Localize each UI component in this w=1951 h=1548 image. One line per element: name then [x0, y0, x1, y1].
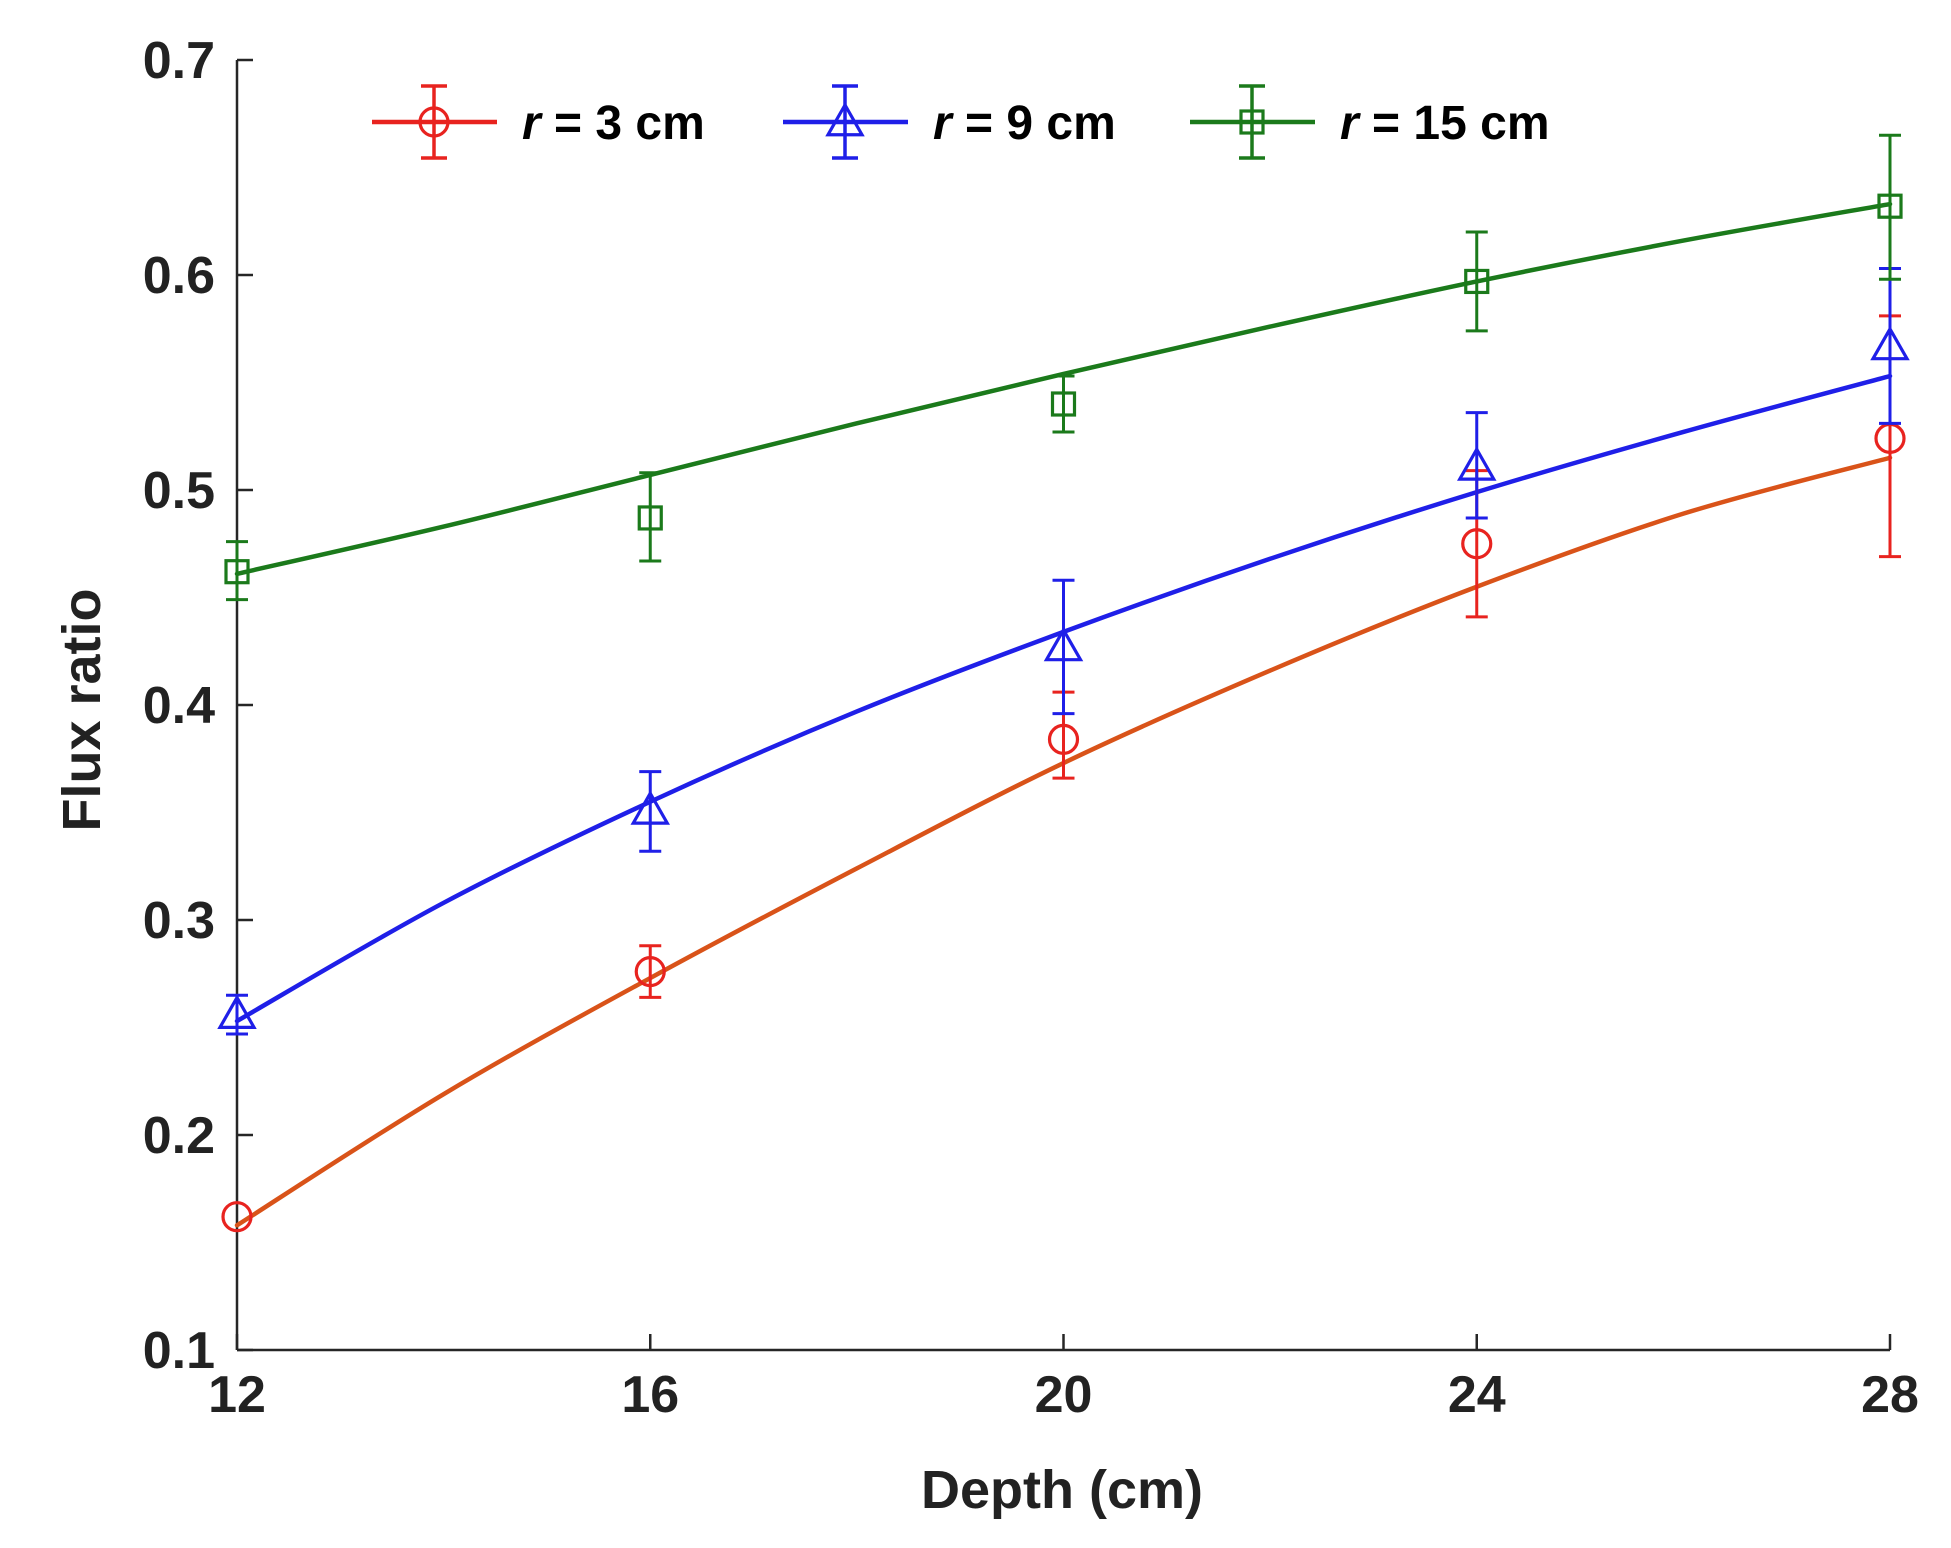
legend-triangle-marker — [825, 101, 865, 137]
triangle-marker — [1456, 446, 1497, 481]
square-marker — [1050, 391, 1077, 417]
y-axis-label: Flux ratio — [52, 588, 112, 831]
legend-variable: r — [1340, 97, 1361, 150]
triangle-marker — [217, 994, 257, 1029]
fit-curves — [234, 201, 1893, 1228]
legend-label: r = 15 cm — [1340, 97, 1550, 150]
data-point-series-3 — [1877, 133, 1903, 281]
x-tick-label: 28 — [1861, 1366, 1919, 1424]
y-tick-label: 0.1 — [143, 1322, 215, 1380]
y-tick-label: 0.5 — [143, 462, 215, 520]
fit-curve-series-2 — [234, 373, 1893, 1024]
y-tick-label: 0.6 — [143, 247, 215, 305]
legend-entry-series-3: r = 15 cm — [1190, 84, 1550, 160]
legend-variable: r — [522, 97, 543, 150]
legend-variable: r — [933, 97, 954, 150]
fit-curve-series-3 — [234, 201, 1893, 577]
x-tick-label: 16 — [621, 1366, 679, 1424]
legend-circle-marker — [418, 106, 450, 138]
circle-marker — [634, 955, 666, 988]
triangle-marker — [1870, 325, 1910, 361]
x-tick-label: 12 — [208, 1366, 266, 1424]
legend-value: = 9 cm — [952, 97, 1116, 150]
legend-label: r = 9 cm — [933, 97, 1116, 150]
y-tick-label: 0.2 — [143, 1107, 215, 1165]
triangle-marker — [630, 790, 671, 825]
circle-marker — [1047, 723, 1080, 756]
circle-marker — [1461, 528, 1493, 560]
data-point-series-2 — [1870, 267, 1910, 425]
data-point-series-2 — [217, 993, 257, 1036]
square-marker — [1464, 268, 1490, 295]
data-point-series-3 — [1050, 374, 1077, 434]
legend-label: r = 3 cm — [522, 97, 705, 150]
data-point-series-1 — [634, 944, 666, 999]
data-points — [217, 133, 1910, 1233]
legend-value: = 15 cm — [1359, 97, 1550, 150]
x-axis-label: Depth (cm) — [921, 1460, 1203, 1520]
legend-entry-series-2: r = 9 cm — [783, 84, 1116, 160]
data-point-series-1 — [221, 1201, 253, 1233]
y-tick-label: 0.7 — [143, 32, 215, 90]
circle-marker — [221, 1201, 253, 1233]
data-point-series-2 — [1456, 411, 1497, 520]
axes: 12 16 20 24 28 0.1 0.2 0.3 0.4 0.5 0.6 0.7 — [143, 32, 1919, 1424]
y-tick-label: 0.4 — [143, 677, 215, 735]
y-tick-label: 0.3 — [143, 892, 215, 950]
data-point-series-3 — [637, 471, 663, 563]
square-marker — [637, 505, 663, 531]
legend-square-marker — [1239, 109, 1265, 135]
data-point-series-3 — [224, 540, 250, 602]
x-tick-label: 20 — [1035, 1366, 1093, 1424]
data-point-series-2 — [1043, 578, 1084, 716]
legend: r = 3 cm r = 9 cm r = 15 cm — [372, 84, 1550, 160]
square-marker — [224, 559, 250, 585]
fit-curve-series-1 — [234, 455, 1893, 1228]
square-marker — [1877, 193, 1903, 219]
triangle-marker — [1043, 626, 1084, 662]
data-point-series-2 — [630, 770, 671, 853]
legend-entry-series-1: r = 3 cm — [372, 84, 705, 160]
x-tick-label: 24 — [1448, 1366, 1506, 1424]
legend-value: = 3 cm — [541, 97, 705, 150]
data-point-series-3 — [1464, 230, 1490, 333]
